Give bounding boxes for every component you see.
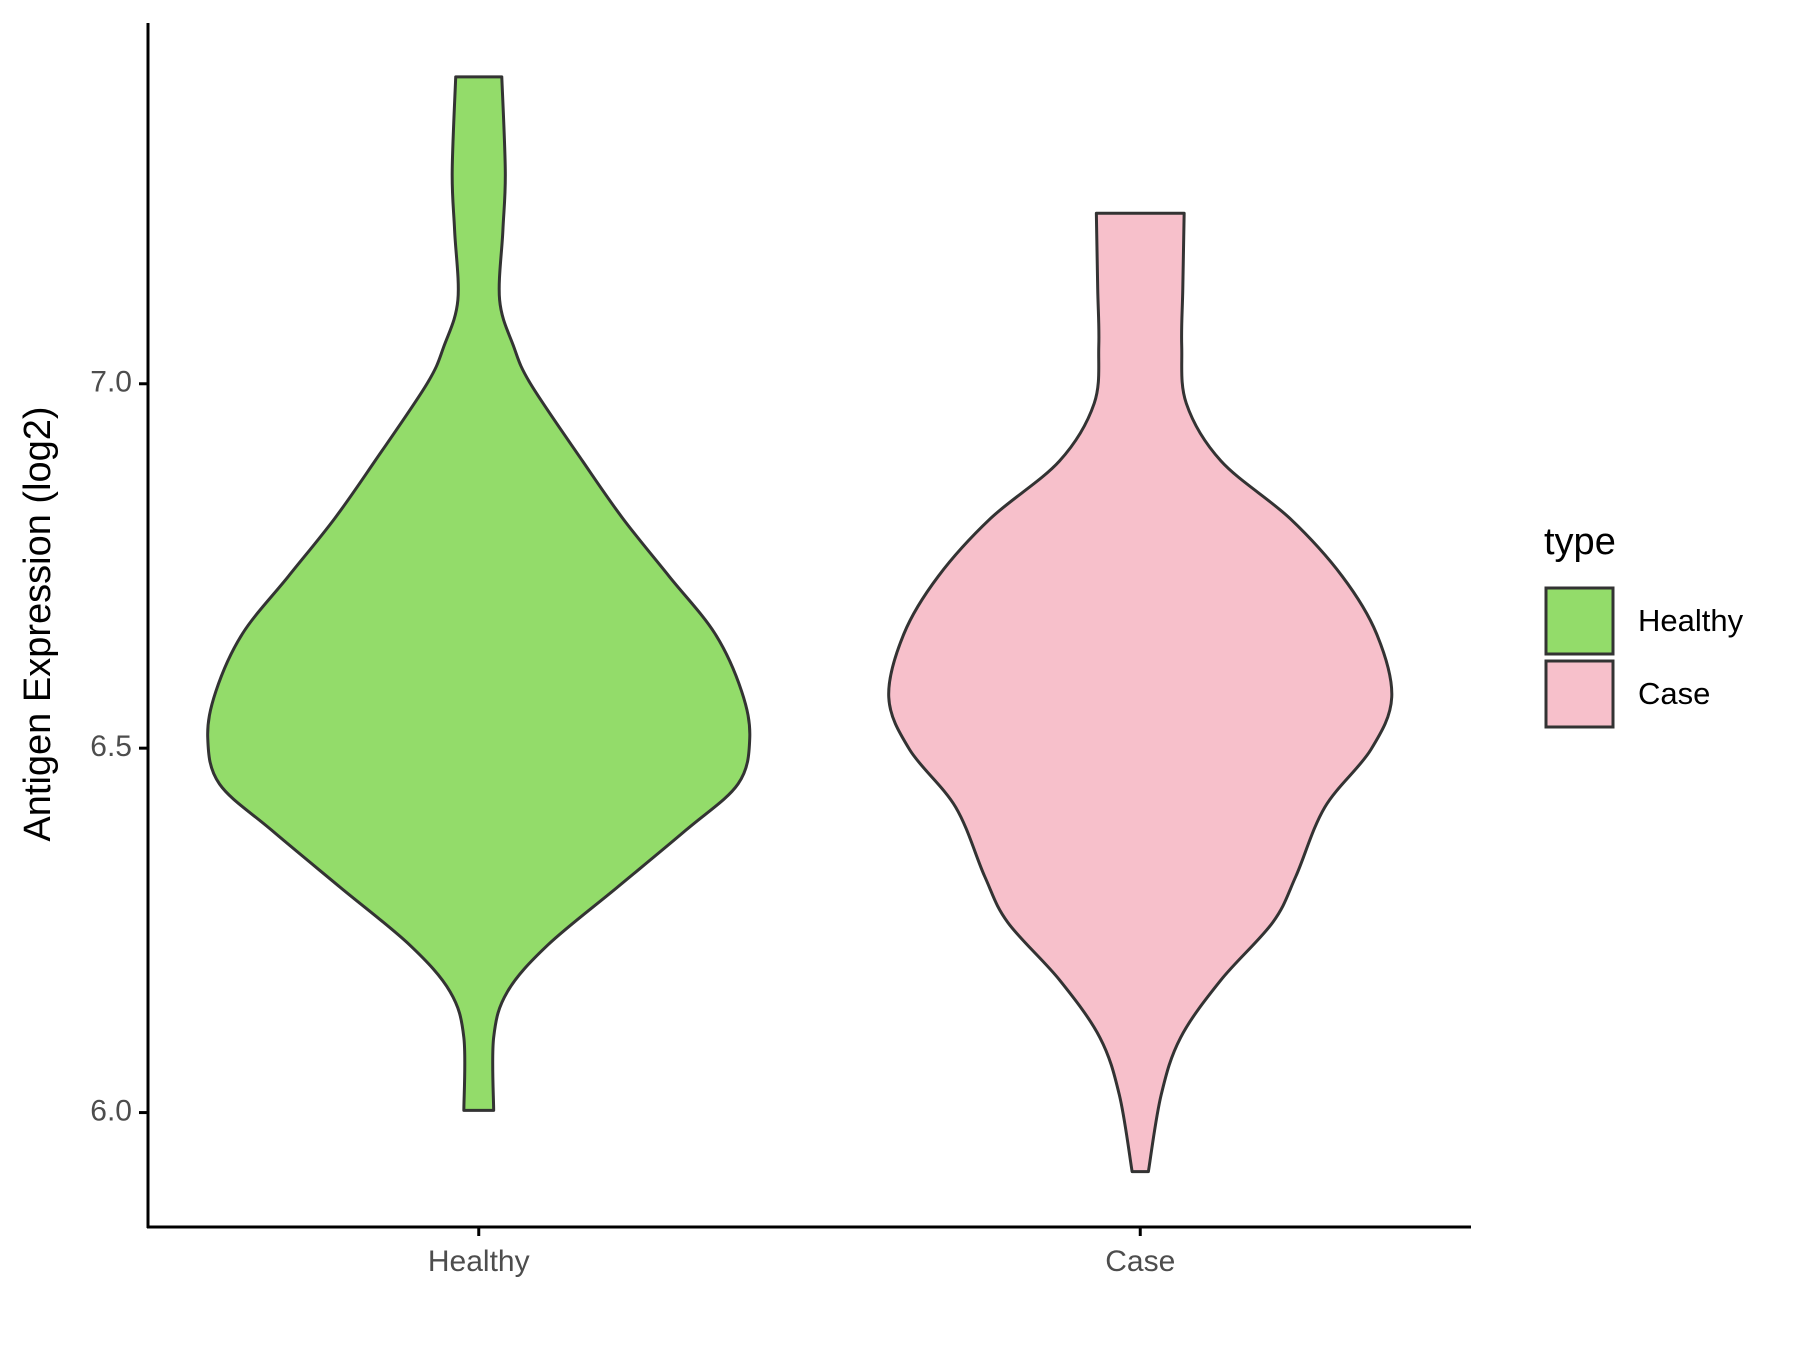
legend-key bbox=[1544, 586, 1615, 656]
x-tick-label: Healthy bbox=[428, 1245, 530, 1278]
y-tick-label: 7.0 bbox=[90, 366, 132, 399]
y-axis-title: Antigen Expression (log2) bbox=[17, 406, 59, 841]
violin bbox=[206, 75, 752, 1112]
legend-label: Case bbox=[1638, 676, 1710, 711]
y-tick-label: 6.5 bbox=[90, 730, 132, 763]
legend-key bbox=[1544, 659, 1615, 729]
y-tick-label: 6.0 bbox=[90, 1094, 132, 1127]
violin bbox=[887, 211, 1394, 1174]
x-tick-label: Case bbox=[1105, 1245, 1175, 1278]
legend-title: type bbox=[1544, 521, 1616, 563]
legend-label: Healthy bbox=[1638, 603, 1744, 638]
